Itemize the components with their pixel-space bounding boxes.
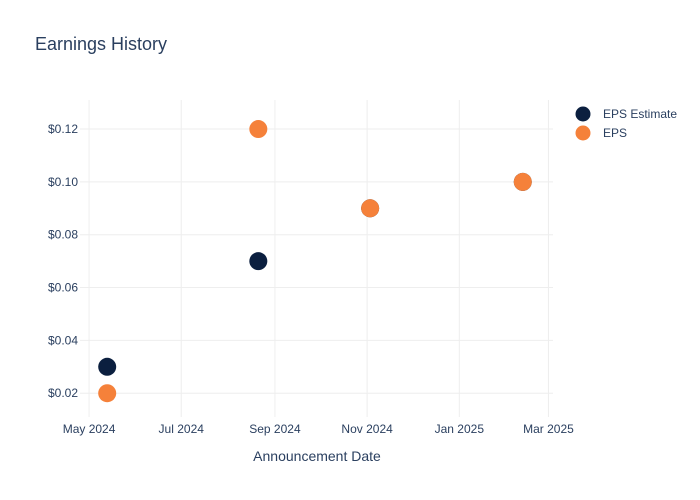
y-tick-label: $0.12 (48, 122, 78, 136)
legend-marker-eps-estimate (575, 106, 591, 122)
x-tick-label: May 2024 (63, 422, 116, 436)
eps-estimate-point (98, 357, 117, 376)
y-tick-label: $0.10 (48, 175, 78, 189)
eps-point (249, 120, 268, 139)
x-tick-label: Mar 2025 (523, 422, 574, 436)
x-tick-label: Jan 2025 (435, 422, 485, 436)
x-tick-label: Jul 2024 (159, 422, 205, 436)
legend-label-eps: EPS (603, 126, 627, 140)
grid-lines (80, 100, 553, 417)
eps-point (513, 172, 532, 191)
x-tick-label: Nov 2024 (341, 422, 393, 436)
y-tick-label: $0.06 (48, 281, 78, 295)
legend-marker-eps (575, 125, 591, 141)
y-tick-label: $0.02 (48, 386, 78, 400)
eps-estimate-point (249, 252, 268, 271)
y-axis-ticks: $0.02 $0.04 $0.06 $0.08 $0.10 $0.12 (48, 122, 78, 400)
x-tick-label: Sep 2024 (249, 422, 301, 436)
legend-label-eps-estimate: EPS Estimate (603, 107, 677, 121)
eps-point (98, 384, 117, 403)
chart-title: Earnings History (35, 34, 167, 54)
legend: EPS Estimate EPS (575, 106, 677, 141)
eps-point (361, 199, 380, 218)
x-axis-title: Announcement Date (253, 448, 381, 464)
data-points (98, 120, 532, 403)
x-axis-ticks: May 2024 Jul 2024 Sep 2024 Nov 2024 Jan 2025… (63, 422, 574, 436)
y-tick-label: $0.08 (48, 228, 78, 242)
y-tick-label: $0.04 (48, 333, 78, 347)
